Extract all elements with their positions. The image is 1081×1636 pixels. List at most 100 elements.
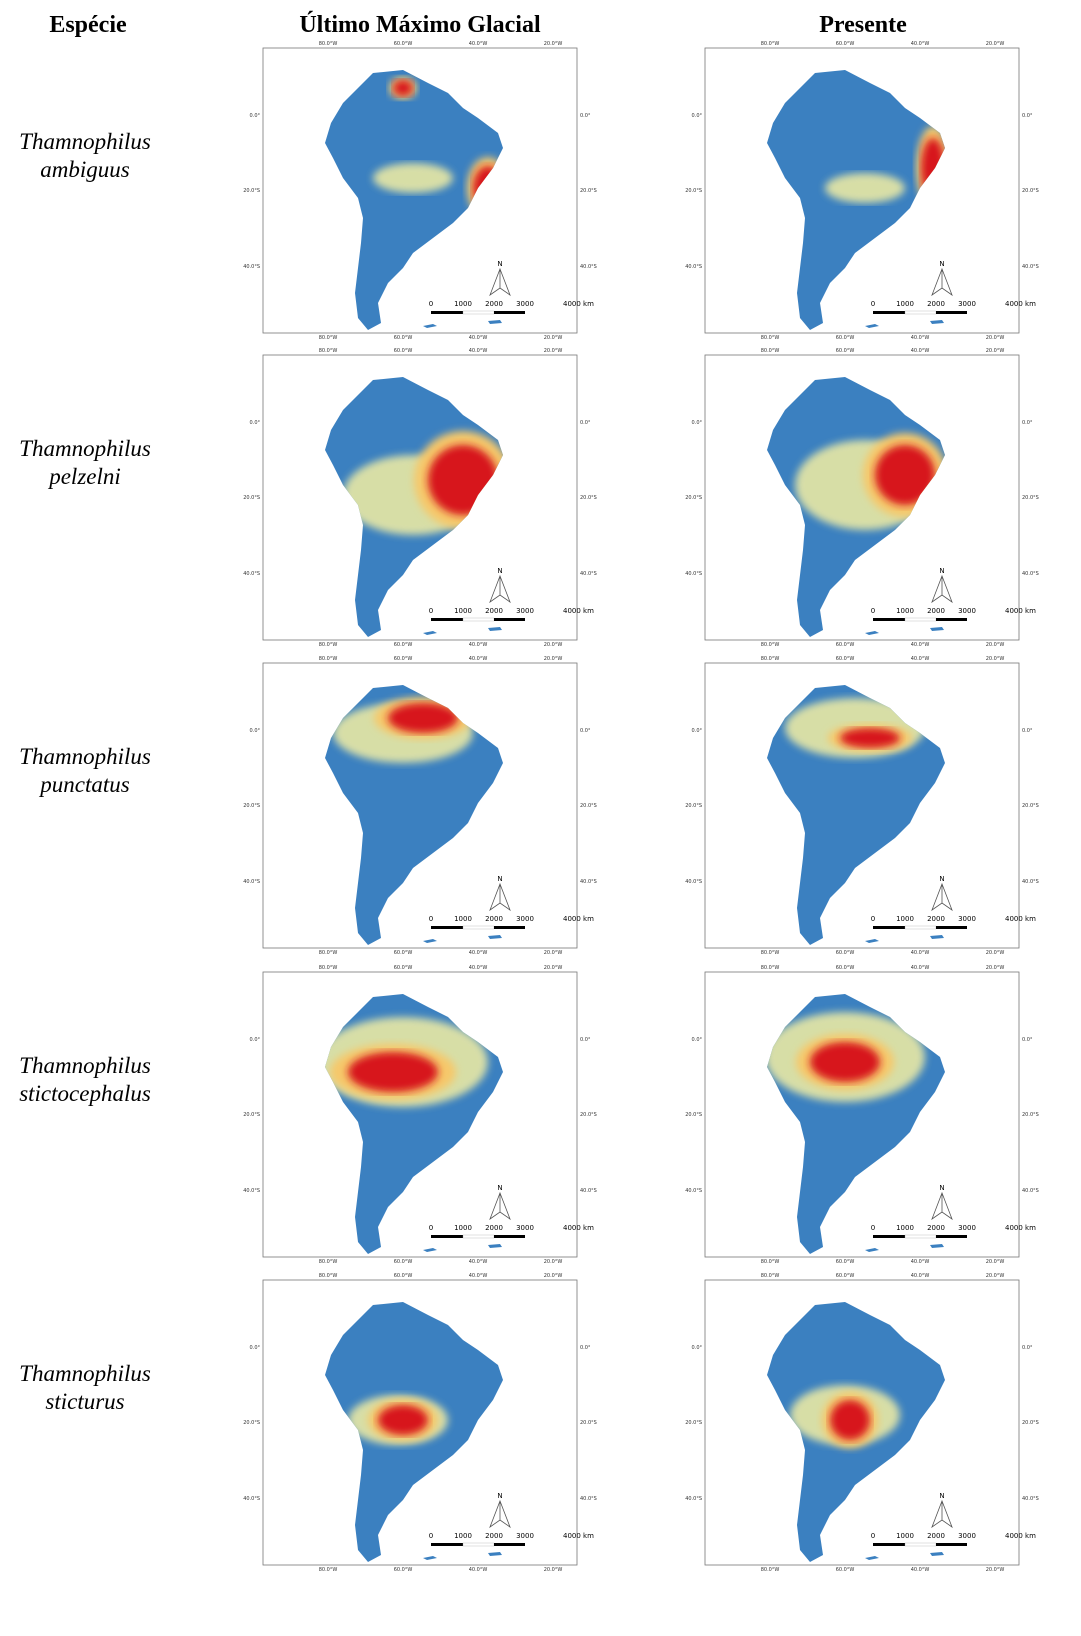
lat-label-right: 40.0°S bbox=[1022, 571, 1039, 577]
scale-label: 2000 bbox=[485, 300, 503, 308]
scale-label: 1000 bbox=[454, 607, 472, 615]
lon-label-top: 60.0°W bbox=[394, 1273, 413, 1279]
north-label: N bbox=[939, 567, 944, 575]
scale-bar bbox=[905, 926, 936, 929]
map-panel: 80.0°W80.0°W60.0°W60.0°W40.0°W40.0°W20.0… bbox=[243, 348, 597, 648]
scale-label: 3000 bbox=[516, 607, 534, 615]
lon-label-top: 80.0°W bbox=[761, 41, 780, 47]
lon-label-top: 80.0°W bbox=[761, 965, 780, 971]
scale-bar bbox=[494, 311, 525, 314]
suitability-high bbox=[393, 80, 413, 96]
lon-label-top: 60.0°W bbox=[394, 348, 413, 354]
lon-label-bottom: 60.0°W bbox=[394, 1567, 413, 1573]
scale-label: 2000 bbox=[485, 1224, 503, 1232]
lat-label-left: 0.0° bbox=[692, 1345, 703, 1351]
lon-label-top: 20.0°W bbox=[986, 41, 1005, 47]
lon-label-top: 60.0°W bbox=[394, 965, 413, 971]
scale-label: 1000 bbox=[896, 300, 914, 308]
scale-label: 4000 km bbox=[1005, 1532, 1036, 1540]
scale-label: 4000 km bbox=[563, 1532, 594, 1540]
lat-label-left: 0.0° bbox=[692, 113, 703, 119]
scale-bar bbox=[905, 1235, 936, 1238]
lon-label-top: 60.0°W bbox=[836, 41, 855, 47]
scale-label: 1000 bbox=[896, 915, 914, 923]
north-label: N bbox=[497, 1184, 502, 1192]
species-genus: Thamnophilus bbox=[19, 129, 151, 154]
lat-label-right: 0.0° bbox=[1022, 1345, 1033, 1351]
scale-bar bbox=[431, 1235, 463, 1238]
lon-label-top: 20.0°W bbox=[544, 41, 563, 47]
scale-label: 1000 bbox=[454, 300, 472, 308]
scale-label: 4000 km bbox=[1005, 915, 1036, 923]
lat-label-right: 20.0°S bbox=[580, 188, 597, 194]
lon-label-top: 60.0°W bbox=[836, 348, 855, 354]
lon-label-bottom: 80.0°W bbox=[319, 642, 338, 648]
lon-label-top: 60.0°W bbox=[394, 41, 413, 47]
lon-label-top: 20.0°W bbox=[986, 965, 1005, 971]
lon-label-bottom: 40.0°W bbox=[469, 335, 488, 341]
lon-label-bottom: 20.0°W bbox=[986, 642, 1005, 648]
lon-label-bottom: 40.0°W bbox=[911, 1567, 930, 1573]
lat-label-left: 20.0°S bbox=[243, 1420, 260, 1426]
scale-label: 2000 bbox=[927, 915, 945, 923]
scale-label: 1000 bbox=[896, 1224, 914, 1232]
lat-label-left: 0.0° bbox=[692, 1037, 703, 1043]
lat-label-right: 0.0° bbox=[1022, 728, 1033, 734]
lat-label-left: 0.0° bbox=[692, 728, 703, 734]
scale-label: 0 bbox=[871, 1224, 875, 1232]
lon-label-top: 80.0°W bbox=[319, 656, 338, 662]
lat-label-right: 0.0° bbox=[580, 1037, 591, 1043]
lat-label-right: 40.0°S bbox=[580, 879, 597, 885]
lat-label-right: 40.0°S bbox=[1022, 1496, 1039, 1502]
suitability-high bbox=[830, 1400, 870, 1440]
scale-label: 2000 bbox=[485, 1532, 503, 1540]
scale-label: 1000 bbox=[896, 607, 914, 615]
suitability-mid bbox=[825, 173, 905, 203]
lon-label-bottom: 60.0°W bbox=[394, 335, 413, 341]
north-label: N bbox=[497, 1492, 502, 1500]
header-species: Espécie bbox=[49, 12, 127, 38]
scale-label: 2000 bbox=[485, 607, 503, 615]
suitability-high bbox=[348, 1052, 438, 1092]
lon-label-bottom: 40.0°W bbox=[469, 950, 488, 956]
scale-bar bbox=[494, 1543, 525, 1546]
lat-label-right: 0.0° bbox=[1022, 1037, 1033, 1043]
lon-label-bottom: 80.0°W bbox=[761, 335, 780, 341]
lon-label-top: 40.0°W bbox=[911, 1273, 930, 1279]
scale-label: 4000 km bbox=[1005, 607, 1036, 615]
lat-label-right: 40.0°S bbox=[1022, 1188, 1039, 1194]
scale-label: 3000 bbox=[516, 1224, 534, 1232]
lon-label-top: 20.0°W bbox=[544, 965, 563, 971]
species-genus: Thamnophilus bbox=[19, 744, 151, 769]
lon-label-bottom: 60.0°W bbox=[394, 1259, 413, 1265]
lon-label-bottom: 40.0°W bbox=[911, 642, 930, 648]
scale-bar bbox=[463, 1543, 494, 1546]
lat-label-right: 0.0° bbox=[1022, 420, 1033, 426]
lon-label-top: 60.0°W bbox=[394, 656, 413, 662]
scale-bar bbox=[463, 1235, 494, 1238]
lat-label-left: 20.0°S bbox=[243, 495, 260, 501]
lat-label-right: 20.0°S bbox=[1022, 1112, 1039, 1118]
lat-label-right: 20.0°S bbox=[1022, 188, 1039, 194]
north-label: N bbox=[497, 567, 502, 575]
lon-label-bottom: 80.0°W bbox=[761, 950, 780, 956]
lon-label-bottom: 80.0°W bbox=[761, 1259, 780, 1265]
scale-bar bbox=[431, 926, 463, 929]
scale-bar bbox=[873, 311, 905, 314]
lat-label-left: 0.0° bbox=[250, 420, 261, 426]
lon-label-top: 80.0°W bbox=[319, 1273, 338, 1279]
scale-label: 2000 bbox=[927, 1532, 945, 1540]
lat-label-right: 20.0°S bbox=[580, 1112, 597, 1118]
lat-label-left: 40.0°S bbox=[685, 571, 702, 577]
lon-label-bottom: 20.0°W bbox=[544, 1567, 563, 1573]
scale-label: 4000 km bbox=[563, 915, 594, 923]
lon-label-bottom: 80.0°W bbox=[319, 335, 338, 341]
species-epithet: ambiguus bbox=[40, 157, 130, 182]
lat-label-left: 20.0°S bbox=[243, 1112, 260, 1118]
species-genus: Thamnophilus bbox=[19, 1361, 151, 1386]
north-label: N bbox=[939, 1184, 944, 1192]
lon-label-top: 60.0°W bbox=[836, 656, 855, 662]
scale-label: 0 bbox=[429, 300, 433, 308]
lat-label-left: 20.0°S bbox=[685, 1420, 702, 1426]
scale-bar bbox=[936, 311, 967, 314]
